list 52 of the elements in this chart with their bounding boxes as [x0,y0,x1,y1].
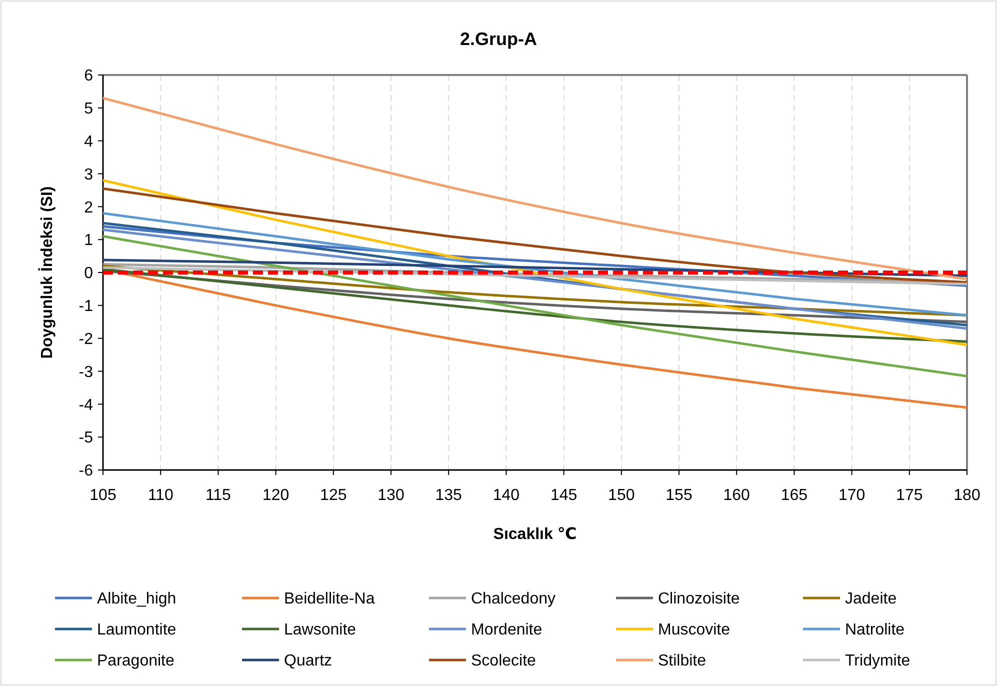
legend-label: Laumontite [97,622,176,639]
line-series [103,212,967,317]
legend-label: Albite_high [97,590,176,608]
line-series [103,235,967,378]
x-tick-label: 145 [550,487,578,504]
x-tick-label: 160 [723,487,750,504]
legend-label: Natrolite [845,622,905,639]
legend-label: Lawsonite [284,622,356,639]
x-tick-label: 175 [896,487,923,504]
x-tick-label: 130 [378,487,404,504]
legend-label: Muscovite [658,622,730,639]
x-tick-label: 155 [666,487,692,504]
y-tick-label: 1 [84,232,94,250]
legend-label: Beidellite-Na [284,590,375,608]
legend-label: Quartz [284,652,332,670]
chart-title: 2.Grup-A [460,29,538,49]
legend-label: Paragonite [97,652,174,670]
y-tick-label: -6 [78,462,94,480]
x-tick-label: 125 [320,487,347,504]
line-series [103,187,967,284]
y-tick-label: -5 [78,430,94,447]
legend-label: Chalcedony [471,590,556,608]
y-tick-label: 2 [84,199,94,216]
x-tick-label: 115 [205,487,232,504]
x-tick-label: 105 [90,487,116,504]
legend-label: Scolecite [471,652,536,670]
legend-label: Stilbite [658,652,706,670]
y-tick-label: -2 [78,330,94,348]
x-tick-label: 180 [954,487,980,504]
legend-label: Tridymite [845,652,910,670]
x-tick-label: 120 [262,487,290,504]
y-tick-label: 5 [84,100,94,118]
x-tick-label: 110 [148,487,174,504]
y-axis-title: Doygunluk İndeksi (SI) [38,186,56,359]
x-tick-label: 170 [838,487,866,504]
x-tick-label: 140 [492,487,520,504]
line-series [103,96,967,280]
y-tick-label: -3 [78,364,94,381]
x-axis-title: Sıcaklık ℃ [493,526,577,543]
x-tick-label: 150 [608,487,635,504]
x-tick-label: 135 [435,487,462,504]
legend-label: Jadeite [845,590,897,608]
x-tick-label: 165 [780,487,808,504]
line-series [103,268,967,343]
y-tick-label: 6 [84,68,94,85]
y-tick-label: -4 [78,396,94,414]
legend-label: Clinozoisite [658,590,740,608]
y-tick-label: 3 [84,166,94,184]
y-tick-label: 4 [84,133,94,150]
y-tick-label: -1 [78,298,94,316]
legend-label: Mordenite [471,622,542,639]
y-tick-label: 0 [84,265,94,282]
